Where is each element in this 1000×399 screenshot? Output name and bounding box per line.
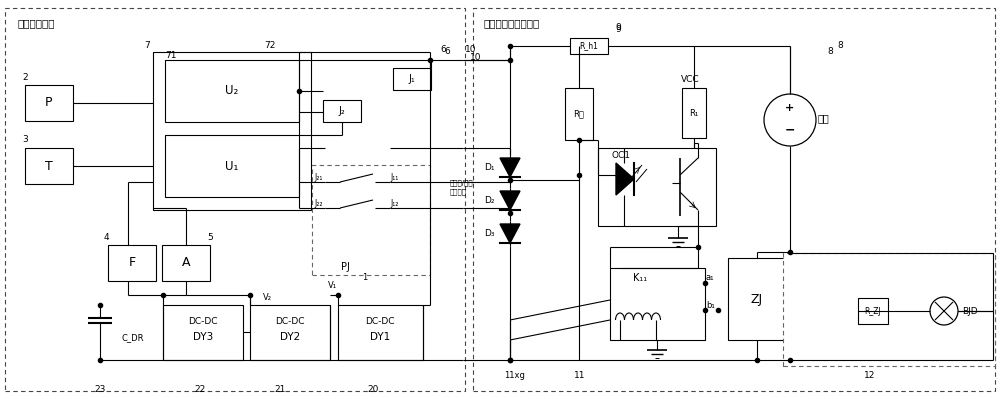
Text: 6: 6 [440,45,446,55]
Text: 11xg: 11xg [505,371,525,379]
Bar [610,268,705,340]
Text: 9: 9 [615,26,621,34]
Text: 密度继电器侧: 密度继电器侧 [18,18,56,28]
Text: −: − [785,124,795,136]
Bar [570,38,608,54]
Text: C_DR: C_DR [122,334,144,342]
Text: V₂: V₂ [263,292,272,302]
Text: 9: 9 [615,24,621,32]
Text: 4: 4 [104,233,110,243]
Text: 20: 20 [367,385,379,395]
Text: 72: 72 [264,41,276,49]
Text: a₁: a₁ [706,273,714,282]
Text: 10: 10 [470,53,482,63]
Text: 控制回路: 控制回路 [450,189,467,195]
Text: 5: 5 [207,233,213,243]
Text: +: + [785,103,795,113]
Text: D₂: D₂ [484,196,495,205]
Text: R₁: R₁ [689,109,699,117]
Bar [312,165,430,275]
Text: DC-DC: DC-DC [275,316,305,326]
Text: b₁: b₁ [706,300,715,310]
Bar [565,88,593,140]
Text: A: A [182,257,190,269]
Text: DY3: DY3 [193,332,213,342]
Bar [473,8,995,391]
Text: DC-DC: DC-DC [188,316,218,326]
Text: 2: 2 [22,73,28,83]
Bar [598,148,716,226]
Bar [728,258,786,340]
Text: 接报警/闭锁: 接报警/闭锁 [450,180,474,186]
Bar [323,100,361,122]
Polygon shape [616,163,634,195]
Bar [25,148,73,184]
Bar [165,60,299,122]
Text: J₂: J₂ [339,106,345,116]
Text: R_ZJ: R_ZJ [865,306,881,316]
Text: 10: 10 [465,45,477,55]
Text: 21: 21 [274,385,286,395]
Text: 电源: 电源 [818,113,830,123]
Bar [393,68,431,90]
Text: DY1: DY1 [370,332,390,342]
Text: J₁: J₁ [409,74,415,84]
Text: DC-DC: DC-DC [365,316,395,326]
Text: J₁₁: J₁₁ [390,172,398,182]
Text: K₁₁: K₁₁ [633,273,647,283]
Bar [162,245,210,281]
Bar [858,298,888,324]
Polygon shape [500,191,520,210]
Text: 8: 8 [827,47,833,57]
Text: 8: 8 [837,41,843,49]
Text: 12: 12 [864,371,876,379]
Polygon shape [500,224,520,243]
Text: T: T [45,160,53,172]
Text: 6: 6 [444,47,450,55]
Text: OC1: OC1 [612,150,631,160]
Text: J₂₁: J₂₁ [314,172,322,182]
Text: 控制柜（汇控柜）侧: 控制柜（汇控柜）侧 [483,18,539,28]
Text: 11: 11 [574,371,586,379]
Text: V₁: V₁ [328,280,337,290]
Text: D₃: D₃ [484,229,495,238]
Text: VCC: VCC [681,75,699,85]
Bar [153,52,311,210]
Text: 7: 7 [144,41,150,49]
Bar [165,135,299,197]
Text: PJ: PJ [341,262,349,272]
Text: 3: 3 [22,136,28,144]
Bar [250,305,330,360]
Text: R高: R高 [574,109,584,119]
Bar [25,85,73,121]
Text: P: P [45,97,53,109]
Bar [163,305,243,360]
Text: BJD: BJD [962,306,978,316]
Bar [5,8,465,391]
Text: U₂: U₂ [225,85,239,97]
Text: J₁₂: J₁₂ [390,198,398,207]
Text: F: F [128,257,136,269]
Bar [108,245,156,281]
Text: R_h1: R_h1 [580,41,598,51]
Text: ZJ: ZJ [751,292,763,306]
Text: D₁: D₁ [484,163,495,172]
Text: J₂₂: J₂₂ [314,198,322,207]
Bar [682,88,706,138]
Text: 23: 23 [94,385,106,395]
Bar [338,305,423,360]
Text: U₁: U₁ [225,160,239,172]
Text: DY2: DY2 [280,332,300,342]
Text: 71: 71 [165,51,176,59]
Text: 22: 22 [194,385,206,395]
Polygon shape [500,158,520,177]
Text: 1: 1 [362,273,368,282]
Bar [783,253,995,366]
